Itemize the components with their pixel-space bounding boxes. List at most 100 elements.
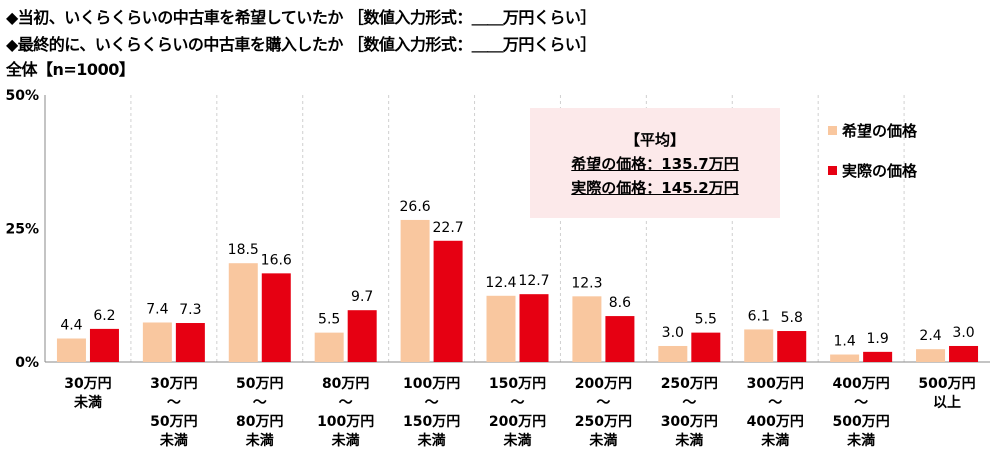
bar [433,240,463,362]
x-tick-label: 250万円 [661,376,718,392]
x-tick-label: ～ [425,395,439,411]
y-tick-label: 50% [5,88,39,104]
data-label: 12.4 [485,275,516,291]
x-tick-label: 以上 [933,395,961,411]
x-tick-label: 80万円 [236,414,283,430]
title-1: ◆当初、いくらくらいの中古車を希望していたか ［数値入力形式：＿＿万円くらい］ [6,8,596,27]
data-label: 7.4 [146,301,168,317]
x-tick-label: 未満 [847,432,875,449]
bar [658,345,688,362]
average-hope: 希望の価格：135.7万円 [571,155,739,173]
x-tick-label: 未満 [418,432,446,449]
x-tick-label: 300万円 [747,376,804,392]
average-actual: 実際の価格：145.2万円 [571,179,739,197]
x-tick-label: 400万円 [747,414,804,430]
x-tick-label: ～ [167,395,181,411]
data-label: 12.7 [518,273,549,289]
bar [777,331,807,362]
x-tick-label: 80万円 [322,376,369,392]
data-label: 5.8 [781,310,803,326]
x-tick-label: 50万円 [150,414,197,430]
bar [89,328,119,362]
data-label: 6.1 [748,308,770,324]
bar [605,316,635,362]
x-tick-label: 500万円 [918,376,975,392]
bar [142,322,172,362]
x-tick-label: 200万円 [489,414,546,430]
x-tick-label: 500万円 [833,414,890,430]
bar [863,351,893,362]
legend-swatch [828,126,837,135]
x-tick-label: 30万円 [64,376,111,392]
data-label: 6.2 [93,308,115,324]
x-tick-label: 50万円 [236,376,283,392]
x-tick-label: ～ [682,395,696,411]
x-tick-label: ～ [596,395,610,411]
data-label: 3.0 [662,325,684,341]
data-label: 5.5 [695,312,717,328]
bar [949,345,979,362]
x-tick-label: 未満 [589,432,617,449]
data-label: 26.6 [400,199,431,215]
bar [56,338,86,362]
data-label: 16.6 [261,252,292,268]
bar [228,263,258,362]
x-tick-label: ～ [253,395,267,411]
bar [691,332,721,362]
x-tick-label: 200万円 [575,376,632,392]
y-tick-label: 0% [15,355,39,371]
x-tick-label: ～ [339,395,353,411]
bar [347,310,377,362]
bar [744,329,774,362]
data-label: 3.0 [952,325,974,341]
bar [916,349,946,362]
data-label: 12.3 [571,275,602,291]
bar [486,295,516,362]
data-label: 1.9 [867,331,889,347]
average-box: 【平均】 希望の価格：135.7万円 実際の価格：145.2万円 [530,108,780,218]
data-label: 4.4 [60,318,82,334]
legend-swatch [828,166,837,175]
data-label: 2.4 [919,328,941,344]
bar [314,332,344,362]
data-label: 22.7 [433,220,464,236]
x-tick-label: 未満 [675,432,703,449]
data-label: 9.7 [351,289,373,305]
x-tick-label: 100万円 [317,414,374,430]
data-label: 1.4 [834,334,856,350]
bar [519,294,549,362]
legend-item-hope: 希望の価格 [828,120,917,141]
legend-item-actual: 実際の価格 [828,160,917,181]
bar [175,323,205,362]
x-tick-label: ～ [854,395,868,411]
x-tick-label: 未満 [761,432,789,449]
x-tick-label: ～ [511,395,525,411]
x-tick-label: 未満 [246,432,274,449]
x-tick-label: 400万円 [833,376,890,392]
x-tick-label: 未満 [332,432,360,449]
bar [261,273,291,362]
x-tick-label: 150万円 [489,376,546,392]
title-2: ◆最終的に、いくらくらいの中古車を購入したか ［数値入力形式：＿＿万円くらい］ [6,35,596,54]
y-tick-label: 25% [5,222,39,238]
x-tick-label: 未満 [160,432,188,449]
data-label: 7.3 [179,302,201,318]
bar [830,354,860,362]
x-tick-label: 未満 [504,432,532,449]
data-label: 5.5 [318,312,340,328]
bar [572,296,602,362]
x-tick-label: ～ [768,395,782,411]
x-tick-label: 100万円 [403,376,460,392]
data-label: 8.6 [609,295,631,311]
x-tick-label: 300万円 [661,414,718,430]
bar [400,219,430,362]
x-tick-label: 未満 [74,394,102,411]
data-label: 18.5 [228,242,259,258]
x-tick-label: 250万円 [575,414,632,430]
subtitle-sample: 全体【n=1000】 [6,60,135,79]
average-heading: 【平均】 [624,131,685,149]
x-tick-label: 30万円 [150,376,197,392]
x-tick-label: 150万円 [403,414,460,430]
